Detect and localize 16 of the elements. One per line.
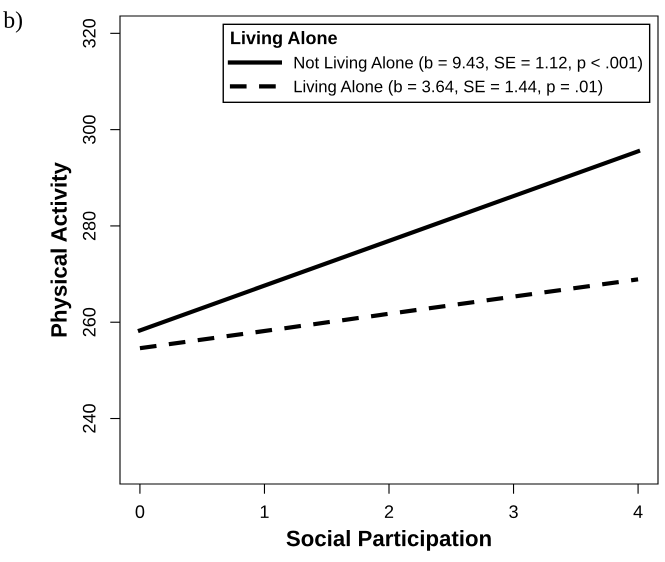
y-tick-label: 280	[82, 212, 96, 240]
y-tick-label: 260	[82, 308, 96, 336]
x-tick-label: 1	[260, 505, 269, 518]
y-tick-label: 300	[82, 115, 96, 144]
y-tick-label: 240	[82, 404, 96, 433]
legend-label: Living Alone (b = 3.64, SE = 1.44, p = .01)	[294, 80, 602, 96]
text: b)	[3, 11, 22, 33]
y-axis-title: Physical Activity	[50, 162, 72, 336]
x-tick-label: 2	[384, 505, 394, 518]
legend-title: Living Alone	[231, 31, 337, 48]
y-tick-label: 320	[82, 18, 96, 48]
x-axis-title: Social Participation	[286, 530, 491, 551]
x-tick-label: 3	[509, 505, 518, 518]
legend-label: Not Living Alone (b = 9.43, SE = 1.12, p < .001)	[294, 56, 642, 72]
x-tick-label: 4	[633, 505, 643, 518]
x-tick-label: 0	[136, 505, 144, 518]
